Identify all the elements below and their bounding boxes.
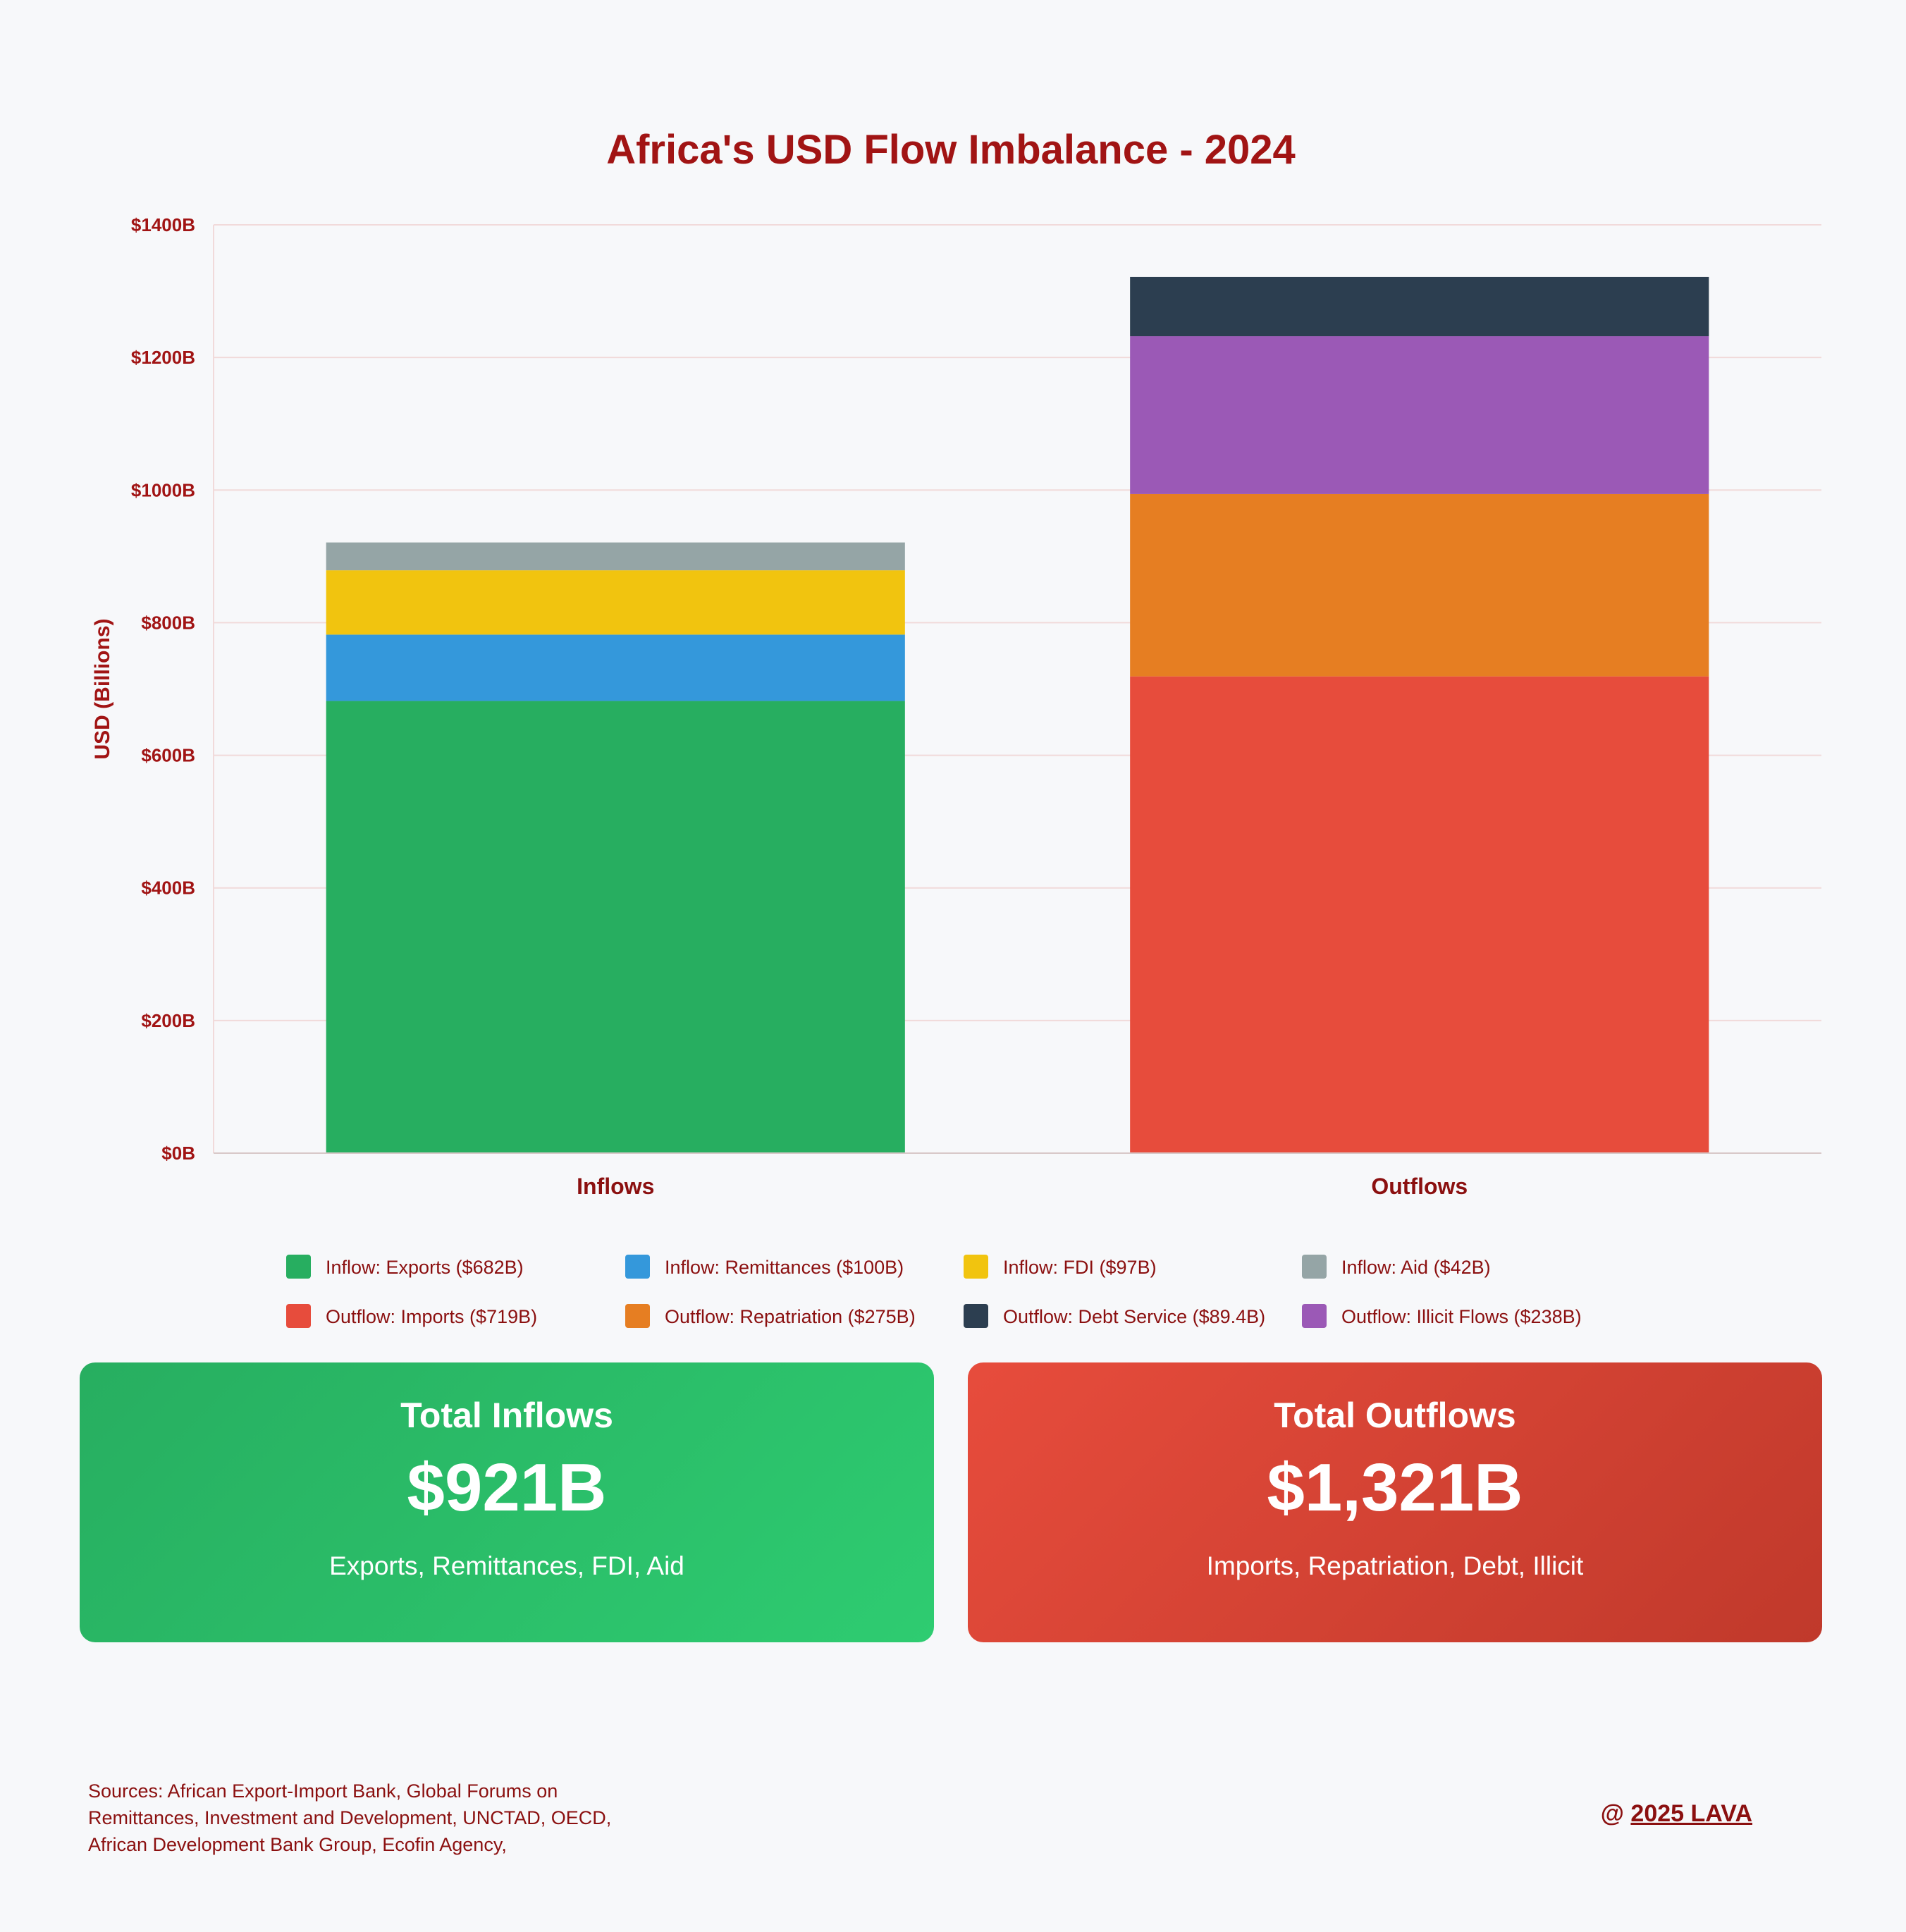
x-tick-label: Outflows [1371, 1174, 1468, 1199]
legend-label: Inflow: Remittances ($100B) [665, 1257, 904, 1278]
y-tick-label: $200B [141, 1010, 195, 1031]
credit: @ 2025 LAVA [1601, 1800, 1752, 1828]
y-tick-label: $800B [141, 612, 195, 633]
stacked-bar-chart: Africa's USD Flow Imbalance - 2024 $0B $2… [91, 127, 1821, 1328]
bar-segment [326, 570, 905, 635]
legend-swatch [1302, 1255, 1327, 1279]
y-tick-label: $1200B [131, 347, 195, 368]
legend-label: Outflow: Repatriation ($275B) [665, 1306, 916, 1327]
legend-label: Outflow: Illicit Flows ($238B) [1341, 1306, 1582, 1327]
x-tick-label: Inflows [577, 1174, 654, 1199]
bar-segment [1130, 276, 1709, 337]
y-tick-label: $600B [141, 745, 195, 766]
legend-swatch [625, 1304, 650, 1328]
y-tick-label: $400B [141, 878, 195, 899]
total-outflows-value: $1,321B [1267, 1450, 1523, 1525]
legend-label: Inflow: Aid ($42B) [1341, 1257, 1491, 1278]
legend-label: Outflow: Imports ($719B) [326, 1306, 537, 1327]
total-inflows-value: $921B [407, 1450, 607, 1525]
bar-segment [326, 542, 905, 571]
total-outflows-title: Total Outflows [1274, 1396, 1516, 1435]
axes: $0B $200B $400B $600B $800B $1000B $1200B $1400… [91, 214, 1821, 1199]
legend: Inflow: Exports ($682B) Inflow: Remittanc… [286, 1255, 1582, 1328]
y-tick-label: $0B [161, 1143, 195, 1164]
bar-segment [326, 701, 905, 1153]
legend-label: Outflow: Debt Service ($89.4B) [1003, 1306, 1265, 1327]
total-inflows-description: Exports, Remittances, FDI, Aid [329, 1551, 684, 1580]
legend-label: Inflow: FDI ($97B) [1003, 1257, 1157, 1278]
total-outflows-description: Imports, Repatriation, Debt, Illicit [1206, 1551, 1584, 1580]
legend-swatch [286, 1255, 311, 1279]
bar-segment [1130, 493, 1709, 677]
legend-swatch [964, 1304, 988, 1328]
credit-prefix: @ [1600, 1800, 1631, 1827]
bar-segment [1130, 336, 1709, 494]
chart-title: Africa's USD Flow Imbalance - 2024 [606, 127, 1296, 173]
bars [326, 276, 1709, 1153]
legend-swatch [286, 1304, 311, 1328]
y-tick-label: $1000B [131, 479, 195, 500]
y-tick-label: $1400B [131, 214, 195, 235]
sources-text: Sources: African Export-Import Bank, Glo… [88, 1780, 612, 1855]
bar-segment [326, 634, 905, 701]
total-inflows-card: Total Inflows $921B Exports, Remittances… [80, 1362, 934, 1642]
legend-label: Inflow: Exports ($682B) [326, 1257, 524, 1278]
legend-swatch [625, 1255, 650, 1279]
total-inflows-title: Total Inflows [400, 1396, 613, 1435]
legend-swatch [1302, 1304, 1327, 1328]
legend-swatch [964, 1255, 988, 1279]
credit-link[interactable]: 2025 LAVA [1630, 1800, 1752, 1827]
total-outflows-card: Total Outflows $1,321B Imports, Repatria… [968, 1362, 1822, 1642]
bar-segment [1130, 676, 1709, 1153]
y-axis-title: USD (Billions) [91, 619, 114, 760]
